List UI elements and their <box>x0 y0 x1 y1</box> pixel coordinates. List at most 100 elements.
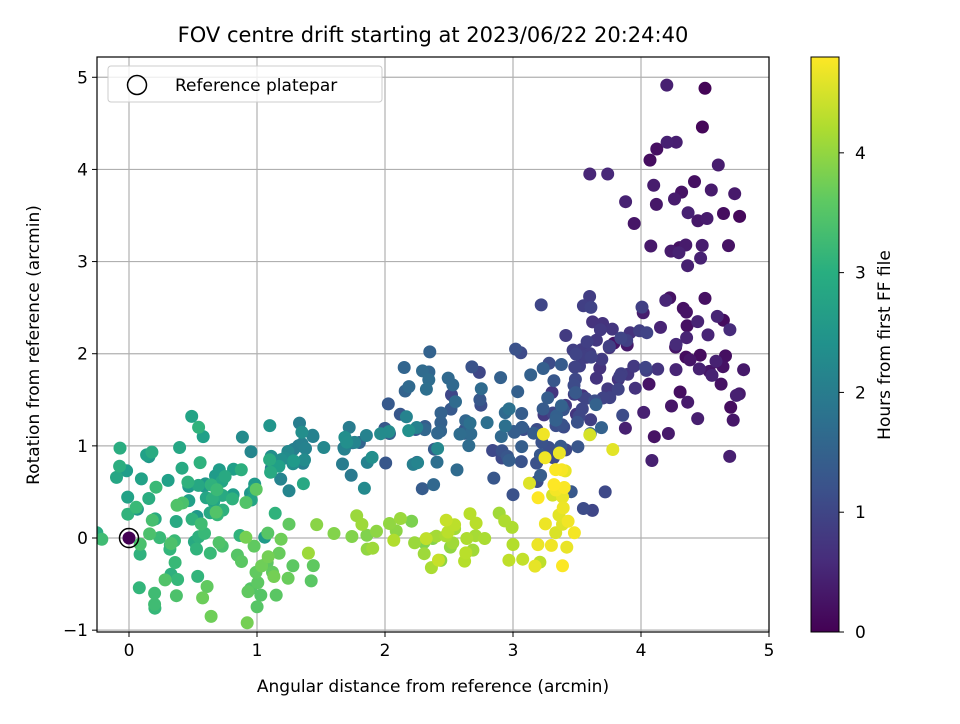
data-point <box>647 178 661 192</box>
data-point <box>397 361 411 374</box>
data-point <box>719 349 732 363</box>
data-point <box>340 435 354 449</box>
data-point <box>370 524 383 538</box>
data-point <box>498 419 512 433</box>
data-point <box>251 576 265 590</box>
data-point <box>287 454 301 468</box>
data-point <box>711 158 725 172</box>
data-point <box>247 539 261 553</box>
chart-title: FOV centre drift starting at 2023/06/22 … <box>178 23 689 47</box>
data-point <box>249 482 263 496</box>
data-point <box>729 388 743 402</box>
data-point <box>536 362 550 375</box>
data-point <box>225 492 239 506</box>
data-point <box>502 402 516 416</box>
data-point <box>173 441 187 454</box>
data-point <box>515 407 529 420</box>
data-point <box>531 538 545 552</box>
data-point <box>644 239 658 253</box>
data-point <box>411 456 425 470</box>
data-point <box>571 440 585 454</box>
x-tick-label: 4 <box>636 641 647 661</box>
y-tick-label: 3 <box>77 253 88 273</box>
data-point <box>552 446 566 460</box>
data-point <box>723 449 737 463</box>
data-point <box>547 478 561 492</box>
data-point <box>627 217 641 230</box>
data-point <box>728 187 742 201</box>
data-point <box>432 553 445 567</box>
data-point <box>204 609 218 623</box>
data-point <box>531 491 545 505</box>
data-point <box>681 259 695 273</box>
data-point <box>726 413 740 427</box>
data-point <box>693 348 707 362</box>
data-point <box>691 412 705 426</box>
data-point <box>153 531 167 545</box>
data-point <box>569 386 583 400</box>
data-point <box>336 457 349 471</box>
data-point <box>218 470 232 483</box>
data-point <box>480 416 494 430</box>
y-tick-label: 5 <box>77 68 88 88</box>
data-point <box>668 192 681 206</box>
data-point <box>514 455 528 469</box>
data-point <box>239 496 253 509</box>
data-point <box>589 371 603 385</box>
data-point <box>698 81 712 95</box>
data-point <box>169 515 183 528</box>
data-point <box>559 329 573 342</box>
data-point <box>547 374 561 388</box>
data-point <box>185 409 199 423</box>
data-point <box>538 517 552 531</box>
data-point <box>121 490 135 504</box>
data-point <box>145 513 159 527</box>
data-point <box>595 352 609 366</box>
data-point <box>142 492 156 505</box>
data-point <box>193 456 207 470</box>
data-point <box>733 209 747 223</box>
data-point <box>651 362 665 376</box>
colorbar-tick-label: 1 <box>855 503 866 523</box>
x-axis-label: Angular distance from reference (arcmin) <box>257 677 609 697</box>
reference-point-marker <box>118 527 140 549</box>
data-point <box>431 426 445 440</box>
data-point <box>196 591 210 605</box>
data-point <box>602 339 616 353</box>
data-point <box>694 251 708 265</box>
data-point <box>722 239 735 253</box>
data-point <box>614 331 628 345</box>
data-point <box>269 588 283 602</box>
data-point <box>554 399 568 413</box>
data-point <box>145 445 159 459</box>
data-point <box>317 441 331 454</box>
data-point <box>473 393 487 407</box>
data-point <box>113 441 127 455</box>
data-point <box>110 470 123 484</box>
data-point <box>417 547 431 561</box>
y-axis-ticks: −1 0 1 2 3 4 5 <box>63 68 97 641</box>
data-point <box>97 532 109 546</box>
data-point <box>583 290 597 303</box>
data-point <box>345 530 359 543</box>
data-point <box>209 505 223 519</box>
data-point <box>168 556 182 569</box>
data-point <box>680 331 694 345</box>
data-point <box>402 424 416 438</box>
data-point <box>701 328 715 342</box>
data-point <box>654 320 667 334</box>
data-point <box>642 377 656 391</box>
data-point <box>190 542 203 556</box>
data-point <box>423 345 437 359</box>
data-point <box>660 78 674 92</box>
data-point <box>649 197 663 211</box>
data-point <box>635 300 649 314</box>
data-point <box>502 453 516 467</box>
data-point <box>534 468 548 482</box>
data-point <box>255 559 269 573</box>
data-point <box>429 529 443 543</box>
data-point <box>723 323 737 337</box>
data-point <box>669 337 683 351</box>
data-point <box>509 342 523 356</box>
